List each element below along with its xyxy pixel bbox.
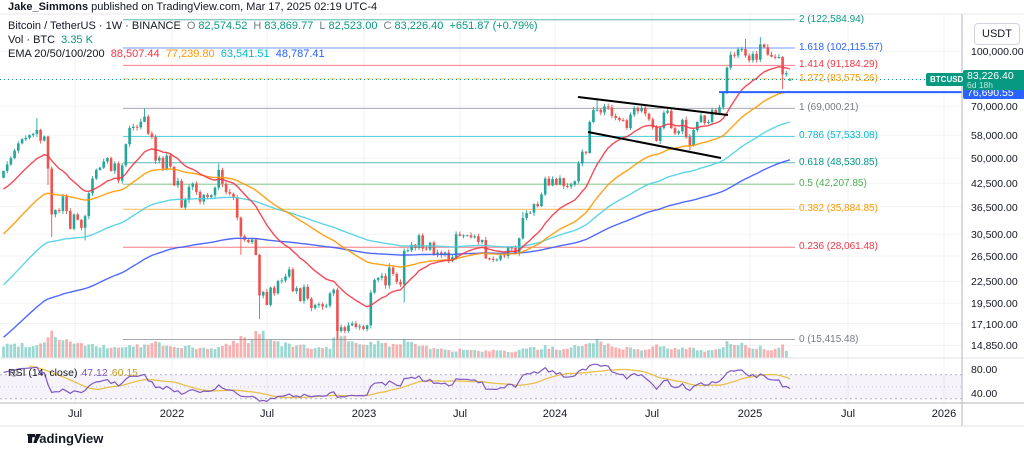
rsi-tick-label: 40.00 — [971, 388, 998, 400]
ema200-value: 48,787.41 — [275, 48, 325, 60]
ema-100-line — [3, 121, 791, 286]
fib-level-label: 1 (69,000.21) — [799, 102, 859, 113]
pane-borders — [0, 13, 1024, 427]
high-value: 83,869.77 — [264, 20, 314, 32]
rsi-legend: RSI (14, close) 47.12 60.15 — [8, 367, 170, 379]
rsi-tick-label: 80.00 — [971, 364, 998, 376]
time-axis-label: 2024 — [542, 408, 568, 420]
rsi-value: 47.12 — [81, 367, 108, 379]
symbol-row: Bitcoin / TetherUS · 1W · BINANCE O 82,57… — [8, 19, 541, 33]
close-value: 83,226.40 — [394, 20, 444, 32]
time-axis-label: 2025 — [737, 408, 763, 420]
fib-level-label: 1.272 (83,575.26) — [799, 73, 878, 84]
time-axis-label: Jul — [259, 408, 275, 420]
open-value: 82,574.52 — [198, 20, 248, 32]
price-tick-label: 70,000.00 — [971, 101, 1018, 113]
time-axis-label: 2022 — [159, 408, 185, 420]
time-axis-label: Jul — [452, 408, 468, 420]
price-tick-label: 22,500.00 — [971, 276, 1018, 288]
fib-level-label: 0.236 (28,061.48) — [799, 241, 878, 252]
price-tick-label: 50,000.00 — [971, 153, 1018, 165]
time-axis-label: Jul — [840, 408, 856, 420]
time-axis-label: Jul — [644, 408, 660, 420]
volume-row: Vol · BTC 3.35 K — [8, 33, 541, 47]
ema-lines — [3, 65, 791, 338]
more-icon[interactable] — [9, 367, 170, 379]
fib-level-label: 1.618 (102,115.57) — [799, 42, 883, 53]
time-axis-label: 2026 — [931, 408, 957, 420]
tradingview-logo-text: TradingView — [27, 431, 104, 446]
tradingview-logo[interactable]: TradingView — [27, 431, 103, 446]
price-tick-label: 19,500.00 — [971, 298, 1018, 310]
time-axis-label: Jul — [67, 408, 83, 420]
change-value: +651.87 (+0.79%) — [449, 20, 538, 32]
ema-200-line — [3, 159, 791, 338]
ema-label[interactable]: EMA 20/50/100/200 — [8, 48, 105, 60]
ema50-value: 77,239.80 — [165, 48, 215, 60]
fib-level-label: 0.382 (35,884.85) — [799, 203, 878, 214]
time-axis-label: 2023 — [351, 408, 377, 420]
fib-level-label: 0.786 (57,533.08) — [799, 130, 878, 141]
attribution-text: published on TradingView.com, Mar 17, 20… — [88, 1, 378, 13]
currency-toggle-button[interactable]: USDT — [974, 23, 1020, 45]
close-label: C — [383, 20, 392, 32]
volume-series — [2, 330, 792, 358]
ema-row: EMA 20/50/100/200 88,507.44 77,239.80 63… — [8, 47, 541, 61]
fib-level-label: 1.414 (91,184.29) — [799, 59, 878, 70]
price-tick-label: 42,500.00 — [971, 178, 1018, 190]
price-tick-label: 36,500.00 — [971, 202, 1018, 214]
attribution-line[interactable]: Jake_Simmons published on TradingView.co… — [8, 1, 377, 13]
horizontal-line-badge: 76,690.55 — [963, 87, 1024, 99]
eye-icon[interactable] — [8, 367, 154, 379]
price-tick-label: 100,000.00 — [971, 46, 1024, 58]
low-label: L — [319, 20, 326, 32]
symbol-title[interactable]: Bitcoin / TetherUS · 1W · BINANCE — [8, 20, 181, 32]
ema-50-line — [3, 90, 791, 268]
price-tick-label: 26,500.00 — [971, 251, 1018, 263]
low-value: 82,523.00 — [328, 20, 378, 32]
rsi-line — [3, 363, 791, 402]
fib-level-label: 0.618 (48,530.85) — [799, 157, 878, 168]
price-tick-label: 17,100.00 — [971, 319, 1018, 331]
trendlines — [577, 96, 729, 159]
fib-level-label: 0 (15,415.48) — [799, 334, 859, 345]
symbol-legend: Bitcoin / TetherUS · 1W · BINANCE O 82,57… — [8, 19, 541, 61]
author-name: Jake_Simmons — [8, 1, 89, 13]
rsi-pane — [0, 374, 962, 400]
volume-label[interactable]: Vol · BTC — [8, 34, 56, 46]
price-tick-label: 58,000.00 — [971, 130, 1018, 142]
ema20-value: 88,507.44 — [110, 48, 160, 60]
symbol-price-chip: BTCUSDT — [926, 73, 973, 86]
rsi-lines — [3, 363, 791, 402]
volume-value: 3.35 K — [61, 34, 93, 46]
tradingview-logo-icon — [28, 434, 41, 443]
rsi-ma-line — [29, 365, 791, 399]
price-tick-label: 30,500.00 — [971, 229, 1018, 241]
bar-countdown: 6d 18h — [967, 80, 993, 90]
last-price-value: 83,226.40 — [967, 70, 1014, 82]
rsi-label[interactable]: RSI (14, close) — [8, 367, 78, 379]
rsi-ma-value: 60.15 — [111, 367, 139, 379]
fib-level-label: 2 (122,584.94) — [799, 14, 865, 25]
last-price-badge: 83,226.40 6d 18h — [963, 70, 1024, 90]
ema-20-line — [3, 65, 791, 308]
open-label: O — [186, 20, 196, 32]
ema100-value: 63,541.51 — [220, 48, 270, 60]
fib-level-label: 0.5 (42,207.85) — [799, 178, 867, 189]
price-tick-label: 14,850.00 — [971, 340, 1018, 352]
high-label: H — [253, 20, 262, 32]
